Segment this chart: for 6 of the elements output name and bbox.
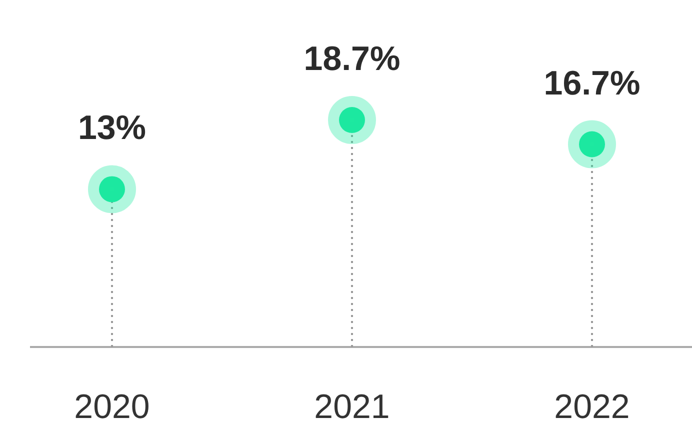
x-tick-label: 2020 bbox=[74, 388, 150, 426]
x-tick-label: 2022 bbox=[554, 388, 630, 426]
data-label: 18.7% bbox=[304, 40, 400, 78]
data-label: 16.7% bbox=[544, 64, 640, 102]
x-tick-label: 2021 bbox=[314, 388, 390, 426]
data-label: 13% bbox=[78, 109, 146, 148]
